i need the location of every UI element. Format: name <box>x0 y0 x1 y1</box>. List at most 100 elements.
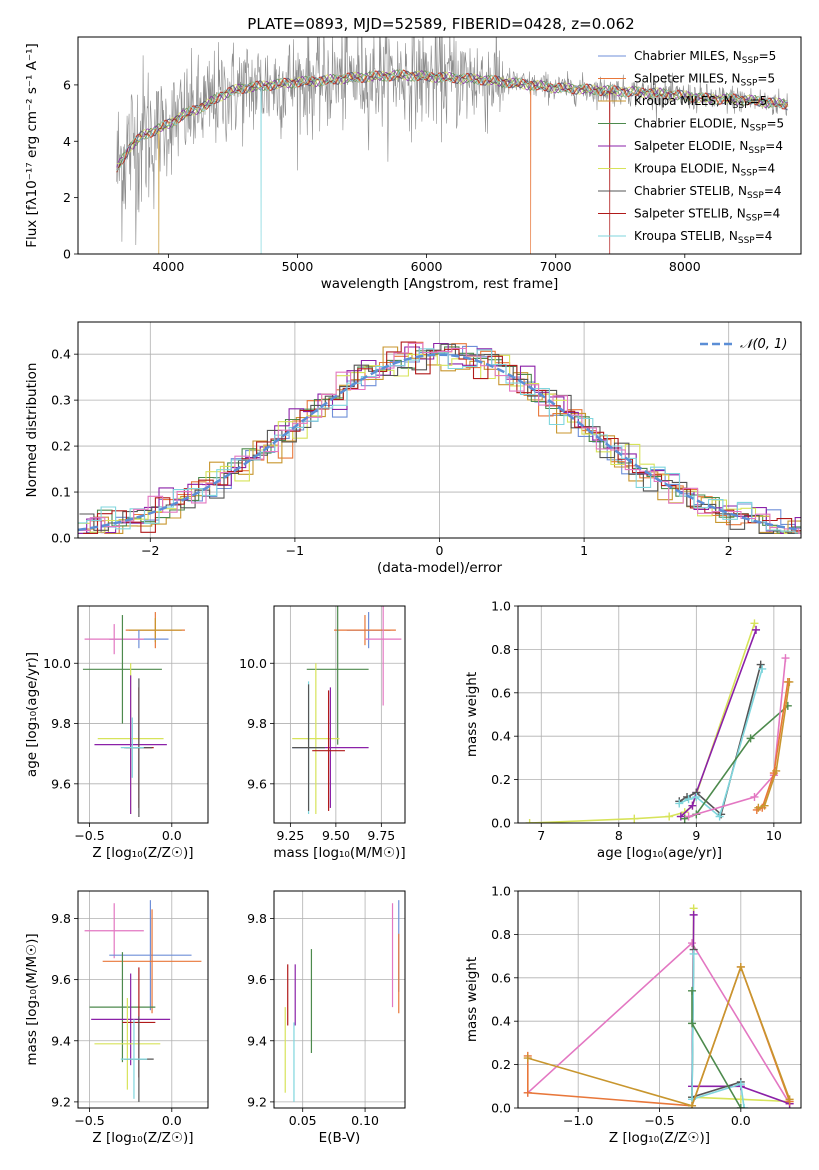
model-spectrum-line <box>116 70 788 168</box>
weight-point-marker <box>684 795 693 804</box>
axes-frame <box>517 890 802 1109</box>
y-axis-label: age [log₁₀(age/yr)] <box>24 652 40 777</box>
error-bar-point <box>89 952 156 1063</box>
weight-point-marker <box>772 766 781 775</box>
x-tick-label: 7000 <box>540 259 572 274</box>
x-tick-label: 1 <box>580 543 588 558</box>
y-axis-label: Normed distribution <box>24 363 40 498</box>
y-axis-label: mass [log₁₀(M/M☉)] <box>24 933 40 1065</box>
y-tick-label: 0.0 <box>491 816 511 831</box>
y-tick-label: 0.2 <box>491 1057 511 1072</box>
x-tick-label: −1 <box>286 543 304 558</box>
weight-series-line <box>529 623 756 823</box>
y-tick-label: 9.4 <box>247 1033 267 1048</box>
y-tick-label: 10.0 <box>239 656 267 671</box>
y-tick-label: 0.2 <box>491 772 511 787</box>
y-tick-label: 9.6 <box>247 972 267 987</box>
x-axis-label: Z [log₁₀(Z/Z☉)] <box>609 1130 710 1146</box>
x-tick-label: 6000 <box>411 259 443 274</box>
y-tick-label: 1.0 <box>491 599 511 614</box>
plot-area-residuals <box>78 322 801 538</box>
weight-point-marker <box>692 792 701 801</box>
x-tick-label: 9.75 <box>367 828 395 843</box>
weight-point-marker <box>754 803 763 812</box>
y-tick-label: 9.8 <box>51 911 71 926</box>
weight-series-line <box>691 953 745 1108</box>
plot-area-age-vs-mass <box>274 606 405 823</box>
weight-point-marker <box>736 1080 745 1089</box>
panel-weight-vs-Z: −1.0 −0.5 0.0 0.0 0.2 0.4 0.6 0.8 1.0 Z [log₁₀(Z/… <box>464 884 802 1146</box>
y-tick-label: 0.4 <box>491 729 511 744</box>
x-tick-label: 7 <box>537 828 545 843</box>
legend-label: Salpeter ELODIE, NSSP=4 <box>634 139 783 156</box>
error-bar-point <box>312 690 345 811</box>
error-bar-point <box>91 973 171 1066</box>
y-tick-label: 9.6 <box>247 776 267 791</box>
x-axis-label: wavelength [Angstrom, rest frame] <box>321 276 559 292</box>
y-tick-label: 10.0 <box>43 656 71 671</box>
x-tick-label: 8000 <box>669 259 701 274</box>
y-axis-label: Flux [fλ10⁻¹⁷ erg cm⁻² s⁻¹ A⁻¹] <box>24 43 40 248</box>
weight-point-marker <box>736 962 745 971</box>
x-tick-label: 10 <box>766 828 782 843</box>
axes-frame <box>273 890 406 1109</box>
legend-label: Chabrier ELODIE, NSSP=5 <box>634 117 784 134</box>
model-spectrum-line <box>116 69 788 254</box>
y-tick-label: 1.0 <box>491 884 511 899</box>
histogram-step-line <box>78 342 801 534</box>
y-axis-label: mass weight <box>464 672 480 757</box>
error-bar-point <box>94 997 161 1090</box>
x-tick-label: 0.0 <box>731 1113 751 1128</box>
error-bar-point <box>306 606 369 745</box>
error-bar-point <box>84 903 144 959</box>
weight-point-marker <box>752 625 761 634</box>
y-tick-label: 4 <box>63 134 71 149</box>
weight-point-marker <box>785 677 794 686</box>
legend-label: Chabrier MILES, NSSP=5 <box>634 49 776 66</box>
panel-age-vs-Z: −0.5 0.0 9.6 9.8 10.0 Z [log₁₀(Z/Z☉)] age [log… <box>24 605 209 861</box>
error-bar-point <box>109 900 192 1011</box>
model-spectrum-line <box>116 68 788 254</box>
weight-point-marker <box>760 801 769 810</box>
x-axis-label: E(B-V) <box>319 1130 361 1146</box>
weight-point-marker <box>688 1019 697 1028</box>
weight-point-marker <box>750 619 759 628</box>
weight-point-marker <box>689 949 698 958</box>
panel-mass-vs-ebv: 0.05 0.10 9.2 9.4 9.6 9.8 E(B-V) <box>247 890 406 1146</box>
legend-label: Chabrier STELIB, NSSP=4 <box>634 184 782 201</box>
axes-frame <box>273 605 406 824</box>
weight-point-marker <box>715 812 724 821</box>
y-tick-label: 6 <box>63 77 71 92</box>
weight-point-marker <box>736 1104 745 1108</box>
x-tick-label: 4000 <box>152 259 184 274</box>
legend-label: Kroupa MILES, NSSP=5 <box>634 94 767 111</box>
y-tick-label: 0.8 <box>491 642 511 657</box>
weight-point-marker <box>688 986 697 995</box>
x-tick-label: 2 <box>725 543 733 558</box>
y-tick-label: 0 <box>63 247 71 262</box>
x-tick-label: −2 <box>141 543 159 558</box>
y-tick-label: 9.6 <box>51 776 71 791</box>
panel-residuals: −2 −1 0 1 2 0.0 0.1 0.2 0.3 0.4 (data-model)/error… <box>24 321 802 576</box>
weight-series-line <box>688 658 787 818</box>
x-axis-label: age [log₁₀(age/yr)] <box>597 845 722 861</box>
x-tick-label: −0.5 <box>74 1113 104 1128</box>
y-tick-label: 9.8 <box>247 716 267 731</box>
x-tick-label: 0.10 <box>351 1113 379 1128</box>
y-tick-label: 0.6 <box>491 685 511 700</box>
weight-point-marker <box>688 801 697 810</box>
error-bar-point <box>84 624 144 655</box>
y-tick-label: 0.4 <box>491 1014 511 1029</box>
model-spectrum-line <box>116 69 788 254</box>
y-tick-label: 9.2 <box>51 1094 71 1109</box>
error-bar-point <box>82 615 162 724</box>
axes-frame <box>517 605 802 824</box>
histogram-step-line <box>78 353 801 534</box>
plot-area-weight-vs-age <box>518 606 801 823</box>
weight-point-marker <box>746 734 755 743</box>
weight-point-marker <box>523 1088 532 1097</box>
weight-point-marker <box>675 799 684 808</box>
x-axis-label: mass [log₁₀(M/M☉)] <box>273 845 405 861</box>
